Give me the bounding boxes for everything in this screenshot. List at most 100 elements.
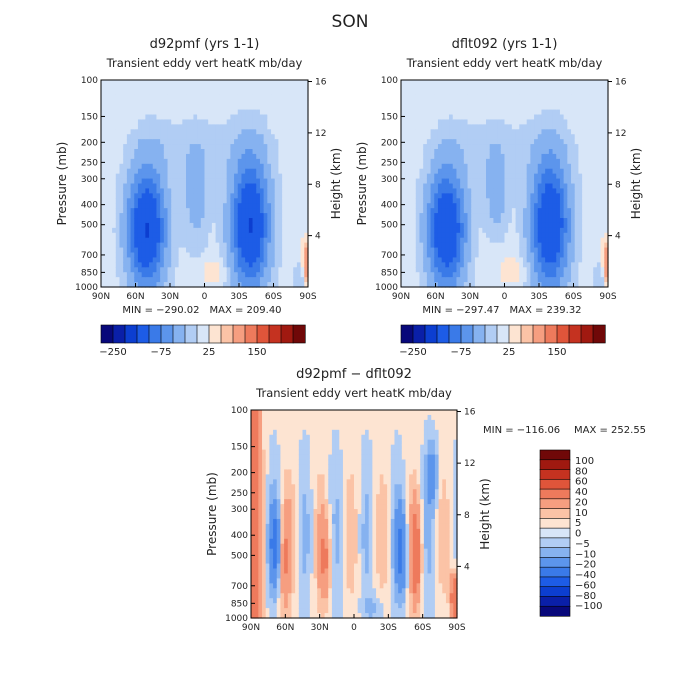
heat-cell xyxy=(137,213,143,219)
heat-cell xyxy=(200,168,206,175)
heat-cell xyxy=(230,183,235,190)
heat-cell xyxy=(604,134,609,140)
heat-cell xyxy=(219,282,224,288)
heat-cell xyxy=(300,80,305,86)
heat-cell xyxy=(234,158,239,165)
heat-cell xyxy=(289,144,294,150)
heat-cell xyxy=(208,119,213,125)
heat-cell xyxy=(508,158,513,165)
heat-cell xyxy=(108,272,113,278)
heat-cell xyxy=(230,247,235,254)
heat-cell xyxy=(163,203,169,209)
heat-cell xyxy=(500,257,506,263)
heat-cell xyxy=(289,277,294,283)
heat-cell xyxy=(574,262,580,268)
heat-cell xyxy=(149,80,154,86)
heat-cell xyxy=(115,218,121,224)
heat-cell xyxy=(289,109,294,116)
heat-cell xyxy=(578,149,583,155)
heat-cell xyxy=(119,218,124,224)
heat-cell xyxy=(156,213,161,219)
heat-cell xyxy=(271,119,276,125)
heat-cell xyxy=(258,578,263,584)
heat-cell xyxy=(463,213,469,219)
y2-tick-label: 16 xyxy=(615,78,627,88)
heat-cell xyxy=(248,109,254,116)
heat-cell xyxy=(589,119,594,125)
heat-cell xyxy=(145,149,150,155)
heat-cell xyxy=(134,158,139,165)
heat-cell xyxy=(230,158,235,165)
heat-cell xyxy=(178,119,183,125)
heat-cell xyxy=(596,282,602,288)
heat-cell xyxy=(600,257,605,263)
heat-cell xyxy=(245,163,250,170)
heat-cell xyxy=(578,222,583,229)
heat-cell xyxy=(226,193,231,199)
heat-cell xyxy=(408,282,413,288)
heat-cell xyxy=(160,158,165,165)
heat-cell xyxy=(449,218,454,224)
heat-cell xyxy=(200,104,206,111)
heat-cell xyxy=(504,168,509,175)
heat-cell xyxy=(434,144,439,150)
heat-cell xyxy=(519,153,524,160)
y-tick-label: 250 xyxy=(81,158,98,168)
heat-cell xyxy=(578,218,583,224)
heat-cell xyxy=(552,277,557,283)
heat-cell xyxy=(500,213,506,219)
heat-cell xyxy=(589,163,594,170)
heat-cell xyxy=(258,439,263,446)
heat-cell xyxy=(163,282,169,288)
y2-tick-label: 4 xyxy=(615,232,621,242)
heat-cell xyxy=(130,203,135,209)
heat-cell xyxy=(530,114,535,121)
heat-cell xyxy=(471,193,476,199)
heat-cell xyxy=(467,183,472,190)
heat-cell xyxy=(441,139,446,145)
heat-cell xyxy=(530,208,535,214)
heat-cell xyxy=(563,183,568,190)
heat-cell xyxy=(282,267,287,273)
heat-cell xyxy=(226,252,231,259)
heat-cell xyxy=(526,149,531,155)
y-tick-label: 1000 xyxy=(75,283,98,293)
heat-cell xyxy=(234,242,239,249)
heat-cell xyxy=(404,267,409,273)
heat-cell xyxy=(101,257,106,263)
heat-cell xyxy=(285,114,291,121)
heat-cell xyxy=(548,94,554,101)
heat-cell xyxy=(204,242,209,249)
heat-cell xyxy=(215,193,220,199)
heat-cell xyxy=(537,193,543,199)
heat-cell xyxy=(493,213,498,219)
heat-cell xyxy=(604,188,609,194)
heat-cell xyxy=(245,183,250,190)
heat-cell xyxy=(134,282,139,288)
heat-cell xyxy=(556,124,561,130)
heat-cell xyxy=(285,153,291,160)
heat-cell xyxy=(423,272,428,278)
heat-cell xyxy=(430,173,435,180)
heat-cell xyxy=(226,178,231,185)
heat-cell xyxy=(263,149,268,155)
heat-cell xyxy=(137,208,143,214)
heat-cell xyxy=(412,213,417,219)
heat-cell xyxy=(252,94,257,101)
heat-cell xyxy=(596,158,602,165)
heat-cell xyxy=(585,109,591,116)
heat-cell xyxy=(419,84,424,91)
heat-cell xyxy=(559,262,565,268)
heat-cell xyxy=(519,109,524,116)
heat-cell xyxy=(548,203,554,209)
heat-cell xyxy=(430,80,435,86)
heat-cell xyxy=(471,119,476,125)
heat-cell xyxy=(215,277,220,283)
heat-cell xyxy=(134,193,139,199)
heat-cell xyxy=(467,188,472,194)
heat-cell xyxy=(134,109,139,116)
heat-cell xyxy=(423,149,428,155)
heat-cell xyxy=(215,89,220,96)
heat-cell xyxy=(486,158,491,165)
heat-cell xyxy=(134,178,139,185)
